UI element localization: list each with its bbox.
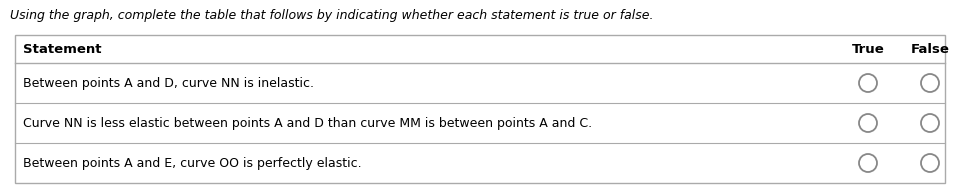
Text: Using the graph, complete the table that follows by indicating whether each stat: Using the graph, complete the table that… [10,9,654,22]
Text: Between points A and E, curve OO is perfectly elastic.: Between points A and E, curve OO is perf… [23,157,362,169]
Text: False: False [911,42,949,56]
Text: Between points A and D, curve NN is inelastic.: Between points A and D, curve NN is inel… [23,76,314,90]
Bar [15,35,945,183]
Text: True: True [852,42,884,56]
Text: Statement: Statement [23,42,102,56]
Text: Curve NN is less elastic between points A and D than curve MM is between points : Curve NN is less elastic between points … [23,117,592,130]
